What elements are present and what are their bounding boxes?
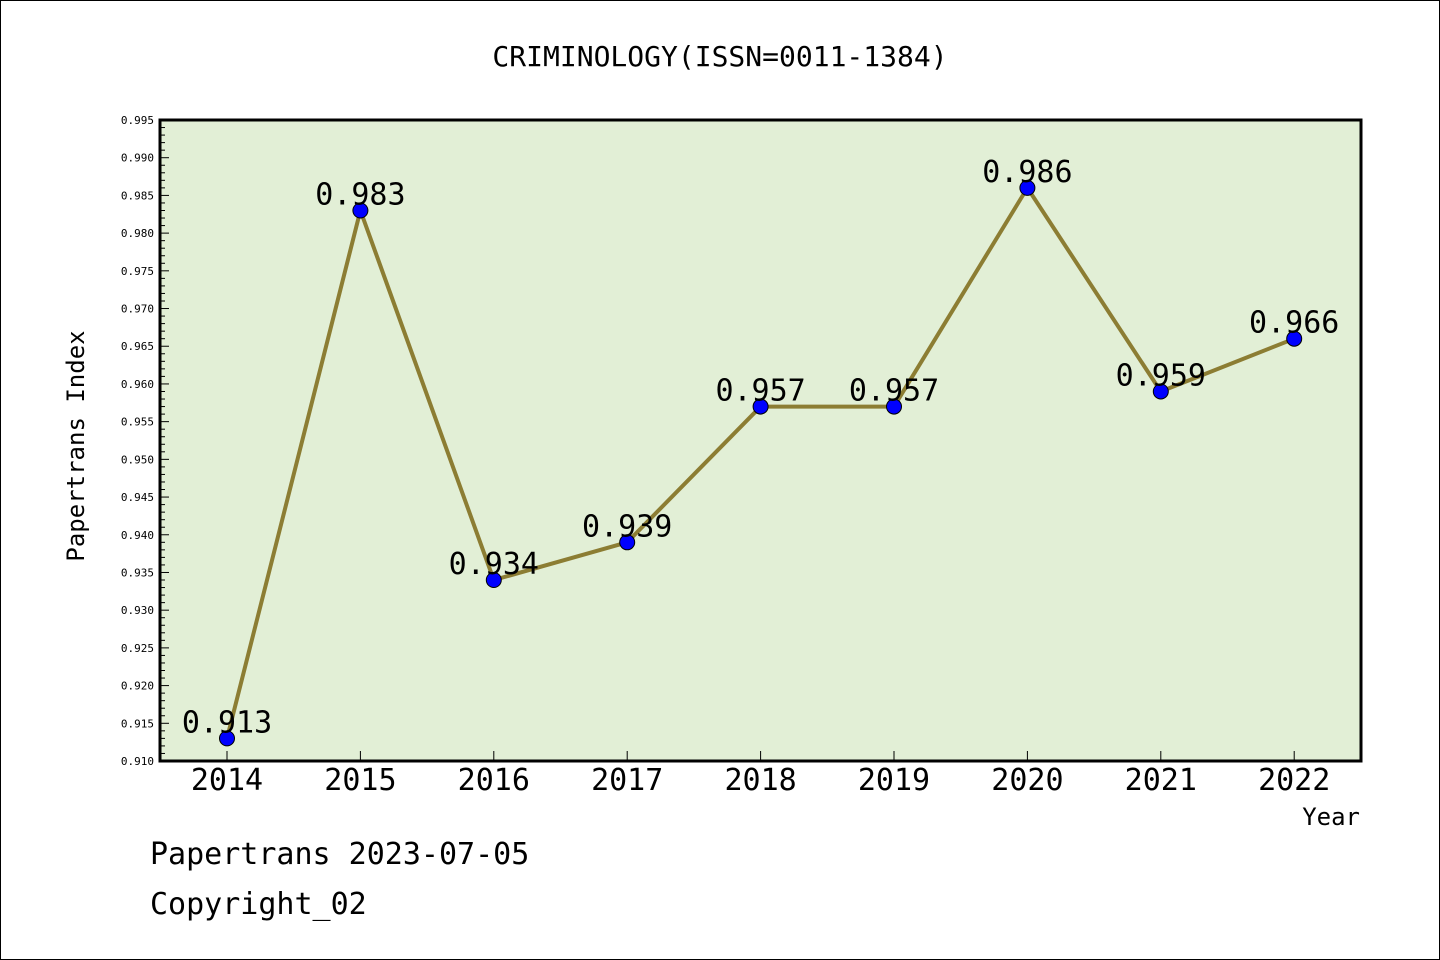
y-tick-label: 0.965: [121, 340, 154, 353]
y-tick-label: 0.935: [121, 566, 154, 579]
x-tick-label: 2016: [458, 763, 530, 798]
data-point: [619, 534, 636, 551]
data-point: [219, 730, 235, 747]
data-label: 0.959: [1116, 358, 1206, 393]
chart-title: CRIMINOLOGY(ISSN=0011-1384): [492, 40, 947, 73]
x-tick-label: 2014: [191, 763, 263, 798]
y-axis-title: Papertrans Index: [62, 330, 90, 561]
footer-date: Papertrans 2023-07-05: [150, 837, 529, 872]
data-point: [886, 398, 902, 415]
x-tick-label: 2021: [1125, 763, 1197, 798]
x-tick-label: 2018: [724, 763, 796, 798]
x-tick-label: 2020: [991, 763, 1063, 798]
x-axis-title: Year: [1302, 803, 1360, 831]
data-point: [352, 202, 369, 219]
y-tick-label: 0.940: [121, 529, 154, 542]
y-tick-label: 0.920: [121, 680, 154, 693]
x-tick-label: 2019: [858, 763, 930, 798]
x-tick-label: 2022: [1258, 763, 1330, 798]
y-tick-label: 0.955: [121, 416, 154, 429]
y-tick-label: 0.925: [121, 642, 154, 655]
x-tick-label: 2017: [591, 763, 663, 798]
plot-border: [158, 118, 1363, 763]
data-label: 0.934: [449, 547, 539, 582]
y-tick-label: 0.945: [121, 491, 154, 504]
data-label: 0.957: [849, 374, 939, 409]
y-tick-label: 0.930: [121, 604, 154, 617]
data-label: 0.986: [982, 155, 1072, 190]
data-label: 0.983: [315, 177, 405, 212]
y-axis-ticks: 0.910 0.915 0.920 0.925 0.930 0.935 0.940 0.945…: [121, 114, 169, 768]
data-point: [752, 398, 769, 415]
y-tick-label: 0.975: [121, 265, 154, 278]
y-tick-label: 0.995: [121, 114, 154, 127]
data-point: [1019, 179, 1036, 196]
data-point: [485, 572, 502, 589]
y-tick-label: 0.980: [121, 227, 154, 240]
y-tick-label: 0.960: [121, 378, 154, 391]
y-tick-label: 0.985: [121, 189, 154, 202]
y-tick-label: 0.990: [121, 152, 154, 165]
data-point: [1152, 383, 1169, 400]
series-layer: 0.913 0.983 0.934 0.939 0.957 0.957 0.986 0.959…: [182, 155, 1339, 747]
data-label: 0.957: [715, 374, 805, 409]
x-axis-ticks: 2014 2015 2016 2017 2018 2019 2020 2021 2022: [191, 751, 1330, 798]
x-tick-label: 2015: [324, 763, 396, 798]
footer-copyright: Copyright_02: [150, 887, 367, 922]
plot-area: [160, 120, 1361, 761]
data-label: 0.939: [582, 509, 672, 544]
y-tick-label: 0.950: [121, 453, 154, 466]
y-tick-label: 0.970: [121, 303, 154, 316]
data-label: 0.966: [1249, 306, 1339, 341]
y-tick-label: 0.910: [121, 755, 154, 768]
y-tick-label: 0.915: [121, 717, 154, 730]
data-label: 0.913: [182, 705, 272, 740]
data-point: [1286, 330, 1303, 347]
